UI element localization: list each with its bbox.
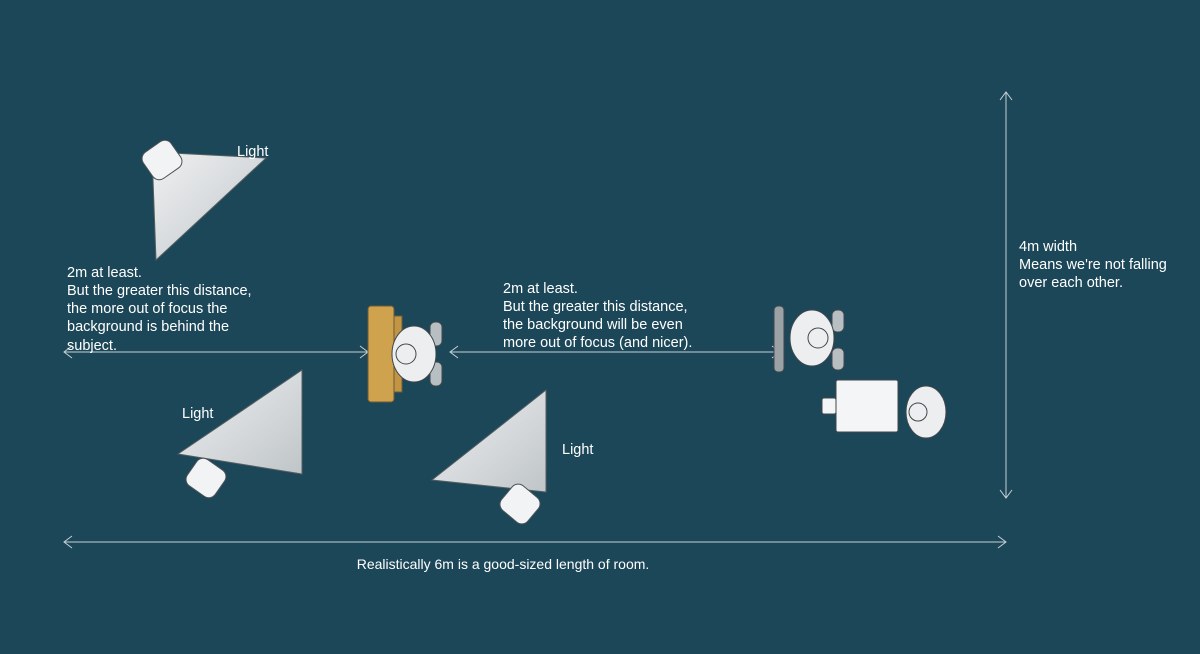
length-note: Realistically 6m is a good-sized length … xyxy=(0,556,1006,574)
light-3 xyxy=(432,390,546,527)
width-dimension xyxy=(1000,92,1012,498)
length-dimension xyxy=(64,536,1006,548)
light-2 xyxy=(178,370,302,501)
light-label-2: Light xyxy=(182,405,213,423)
subject-station xyxy=(368,306,442,402)
width-note: 4m width Means we're not falling over ea… xyxy=(1019,238,1189,292)
note-mid: 2m at least. But the greater this distan… xyxy=(503,280,783,353)
light-label-1: Light xyxy=(237,143,268,161)
light-label-3: Light xyxy=(562,441,593,459)
camera-station xyxy=(774,306,946,438)
note-left: 2m at least. But the greater this distan… xyxy=(67,264,347,355)
